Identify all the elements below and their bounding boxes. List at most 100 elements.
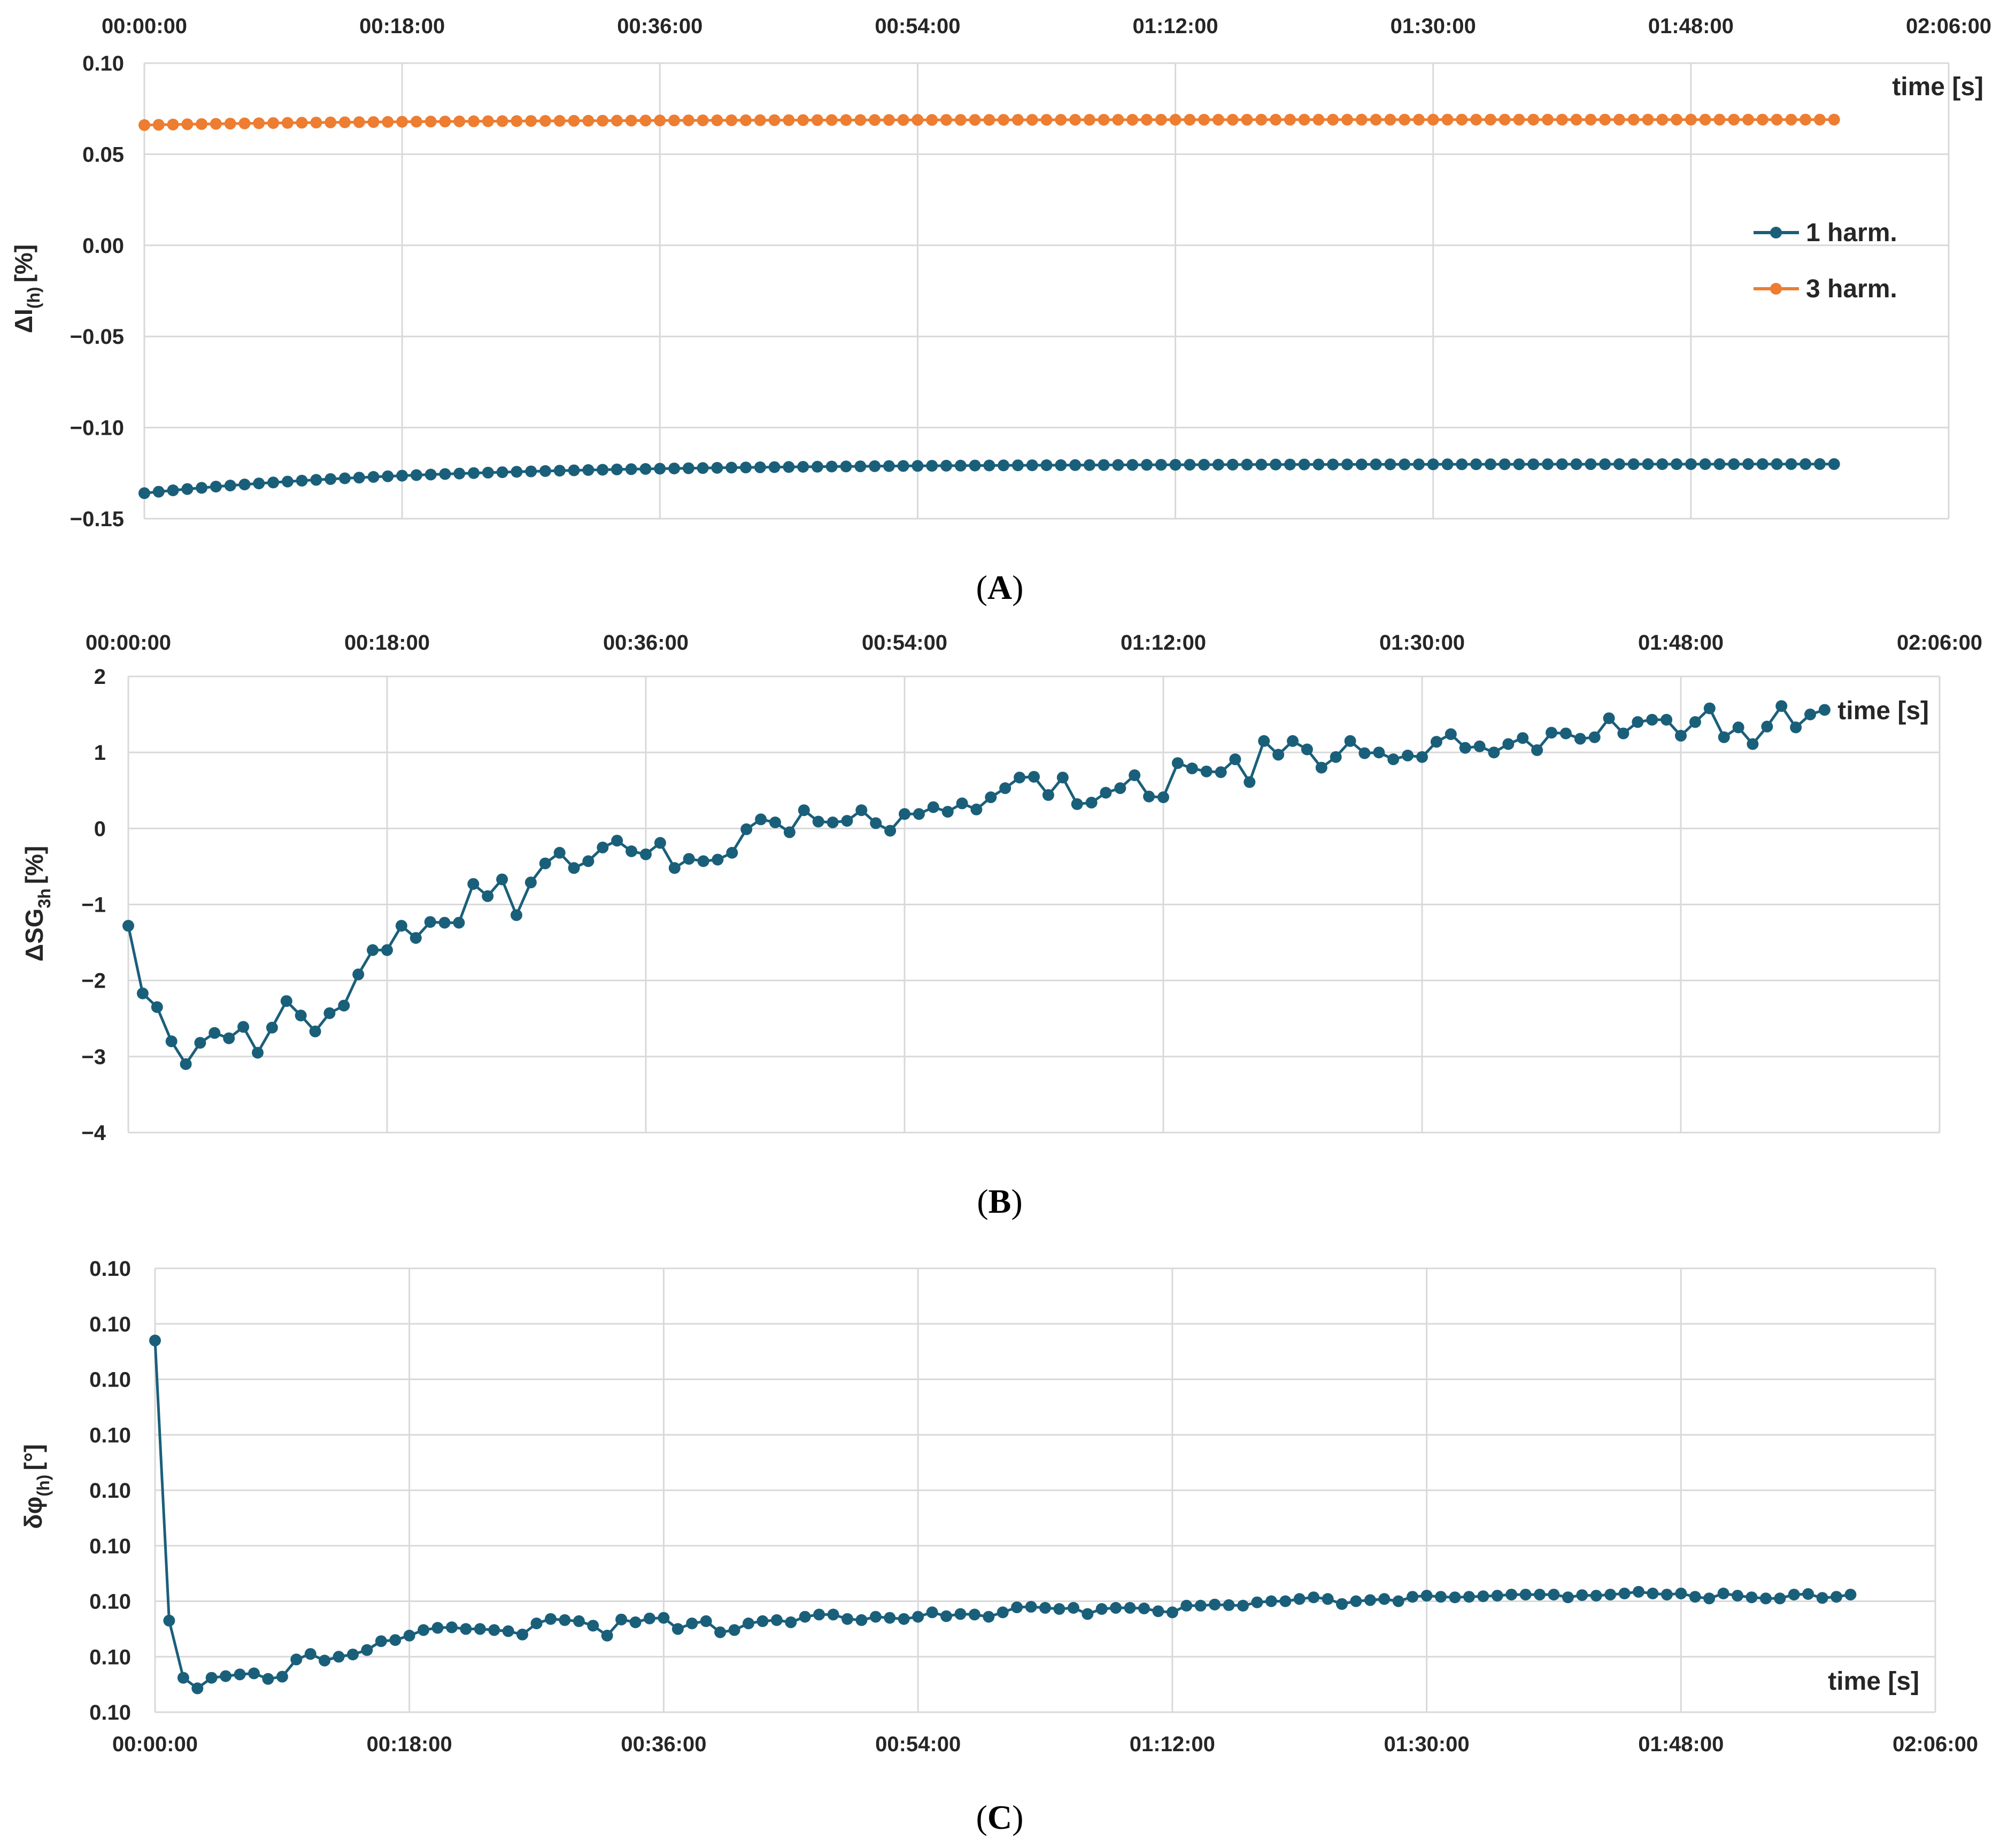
data-point [1671,458,1683,470]
data-point [841,1613,853,1625]
data-point [813,1608,825,1621]
x-tick-label: 00:18:00 [344,631,430,654]
data-point [559,1614,571,1626]
data-point [1166,1606,1178,1619]
data-point [983,459,995,472]
data-point [1484,458,1496,471]
data-point [1491,1590,1503,1602]
data-point [985,791,997,803]
data-point [799,1611,811,1623]
y-axis-label: ΔSG3h [%] [20,846,54,961]
data-point [1200,765,1213,777]
y-tick-label: −0.10 [70,417,124,440]
data-point [954,459,967,472]
data-point [1470,113,1482,126]
series-line [122,700,1831,1070]
data-point [912,114,924,126]
series-3-harm- [138,113,1840,131]
data-point [626,845,638,857]
data-point [1212,459,1224,471]
data-point [319,1654,331,1667]
data-point [196,118,208,130]
data-point [1771,458,1783,470]
data-point [1373,746,1385,759]
data-point [1590,1590,1602,1602]
y-axis-label: ΔI(h) [%] [10,244,43,333]
data-point [431,1622,444,1634]
data-point [1642,113,1654,126]
data-point [926,460,938,472]
data-point [1184,459,1196,471]
data-point [1627,113,1640,126]
y-tick-label: 0.10 [89,1313,131,1336]
data-point [1085,797,1098,808]
data-point [1124,1601,1136,1614]
data-point [152,486,165,498]
data-point [1330,751,1342,763]
data-point [1717,1588,1729,1599]
data-point [1818,704,1831,716]
data-point [1718,731,1730,743]
data-point [587,1620,599,1632]
y-axis-label-subscript: (h) [24,287,43,309]
data-point [323,1007,336,1019]
y-axis-label: δφ(h) [°] [19,1444,53,1529]
data-point [553,115,566,127]
y-axis-label-main: ΔSG [20,908,48,962]
data-point [1728,458,1740,470]
x-tick-label: 00:18:00 [367,1732,452,1756]
series-line [149,1334,1857,1695]
legend: 1 harm. 3 harm. [1754,219,1897,303]
data-point [1603,712,1615,725]
data-point [1138,1603,1150,1614]
data-point [897,460,909,472]
data-point [1241,458,1253,471]
data-point [740,114,752,126]
data-point [968,1608,980,1621]
data-point [1488,746,1500,759]
data-point [1746,1591,1758,1604]
data-point [1713,113,1726,126]
data-point [1169,459,1182,471]
data-point [1344,735,1356,747]
data-point [1632,716,1644,728]
legend-swatch-marker [1770,283,1782,295]
data-point [1449,1591,1461,1604]
data-point [1430,736,1442,748]
y-tick-label: −2 [81,969,106,993]
data-point [446,1621,458,1634]
data-point [1223,1599,1235,1611]
data-point [1402,749,1414,761]
data-point [712,853,724,866]
data-point [237,1021,250,1033]
data-point [1298,458,1310,471]
data-point [1790,721,1802,734]
data-point [940,1610,952,1622]
x-tick-label: 00:54:00 [862,631,947,654]
data-point [1456,458,1468,471]
y-tick-label: −0.05 [70,325,124,349]
data-point [1699,458,1711,470]
data-point [347,1649,359,1661]
data-point [754,114,766,126]
data-point [1800,458,1812,470]
data-point [700,1615,712,1627]
data-point [756,1615,769,1627]
x-tick-label: 01:48:00 [1648,14,1734,38]
y-tick-label: 0.10 [89,1479,131,1503]
data-point [1513,113,1525,126]
data-point [573,1615,585,1627]
data-point [1198,459,1210,471]
data-point [281,475,294,488]
data-point [1040,459,1053,471]
data-point [954,114,967,126]
data-point [812,815,824,828]
data-point [511,466,523,478]
data-point [460,1623,472,1635]
data-point [841,815,853,827]
data-point [1756,113,1769,126]
data-point [210,481,222,492]
data-point [136,987,149,999]
data-point [1082,1608,1094,1620]
data-point [1241,113,1253,126]
